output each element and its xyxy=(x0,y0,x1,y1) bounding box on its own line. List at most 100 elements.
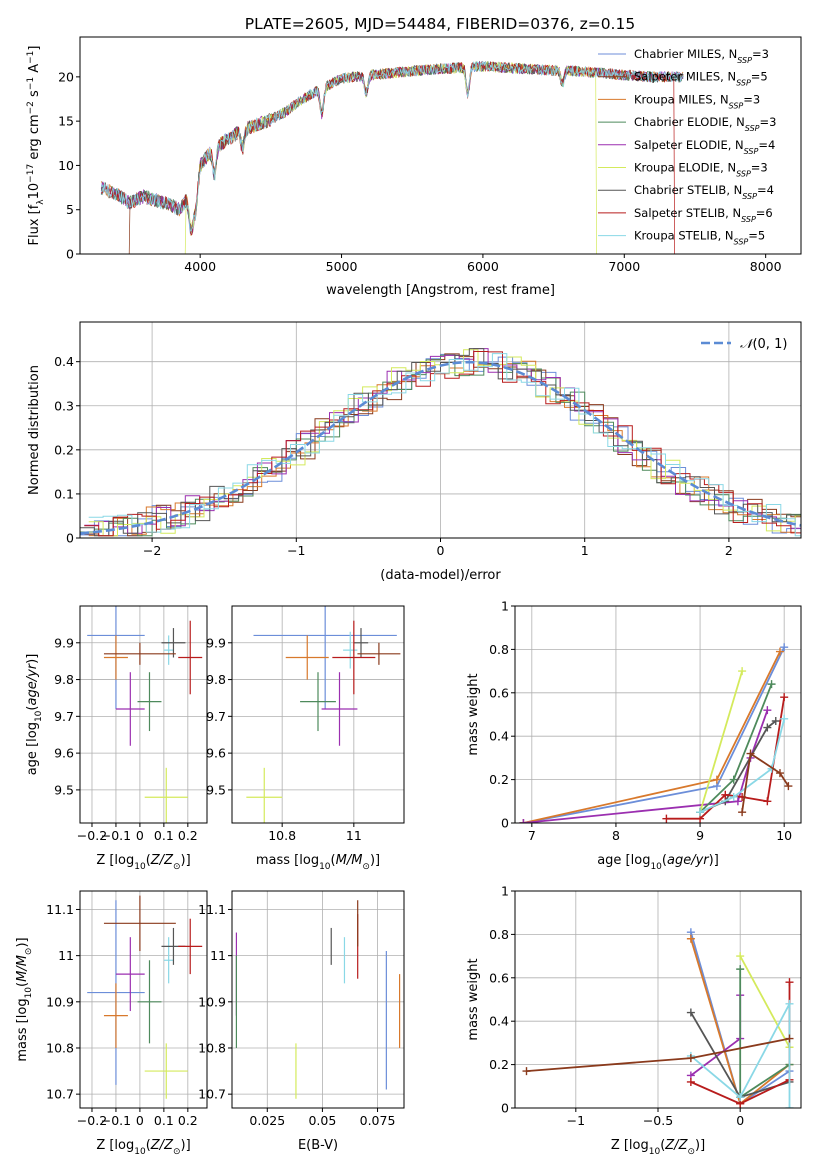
y-tick-label: 11 xyxy=(210,948,226,963)
errorbar-point xyxy=(103,983,128,1048)
errorbar-point xyxy=(253,606,397,709)
weight-marker xyxy=(785,999,794,1008)
legend-entry: Salpeter STELIB, NSSP=6 xyxy=(634,206,773,224)
legend-entry: Chabrier ELODIE, NSSP=3 xyxy=(634,115,776,133)
age-vs-mass-panel: 10.8 11 9.5 9.6 9.7 9.8 9.9 mass [log10(M/M⊙)] xyxy=(206,605,405,872)
y-tick-label: 10.8 xyxy=(198,1040,226,1055)
histogram-frame xyxy=(79,321,802,539)
y-axis-label: mass weight xyxy=(466,673,481,755)
histogram-steps xyxy=(80,348,801,537)
weight-marker xyxy=(785,1104,794,1108)
histogram-step-salpeter-miles xyxy=(84,353,801,537)
x-tick-label: 4000 xyxy=(184,259,216,274)
weight-marker xyxy=(738,667,747,676)
x-axis-label: mass [log10(M/M⊙)] xyxy=(256,853,380,872)
histogram-step-salpeter-stelib xyxy=(84,351,801,537)
weight-line xyxy=(523,709,769,823)
x-tick-label: 0.05 xyxy=(308,1113,336,1128)
y-tick-label: 0 xyxy=(66,531,74,546)
errorbar-point xyxy=(285,635,329,680)
x-tick-label: 8 xyxy=(612,828,620,843)
errorbar-point xyxy=(115,672,145,746)
y-axis-label: mass weight xyxy=(466,958,481,1040)
errorbar-point xyxy=(144,767,188,823)
weight-line xyxy=(690,995,742,1077)
weight-marker xyxy=(519,819,528,823)
x-tick-label: 1 xyxy=(581,543,589,558)
errorbar-point xyxy=(321,672,358,746)
x-tick-label: 0.1 xyxy=(154,1113,174,1128)
y-tick-label: 0.3 xyxy=(54,398,74,413)
x-tick-label: 0 xyxy=(736,1113,744,1128)
y-tick-label: 1 xyxy=(501,884,509,899)
y-tick-label: 0.4 xyxy=(489,1014,509,1029)
errorbar-point xyxy=(144,1043,188,1099)
y-axis-label: age [log10(age/yr)] xyxy=(25,654,44,776)
x-tick-label: 0 xyxy=(136,828,144,843)
errorbar-point xyxy=(115,937,145,1012)
x-tick-label: 0.2 xyxy=(178,1113,198,1128)
mass-weight-vs-age-panel: 7 8 9 10 0 0.2 0.4 0.6 0.8 1 age [log10(age/yr)] ma… xyxy=(466,599,802,872)
mass-vs-extinction-frame xyxy=(231,890,405,1109)
x-tick-label: 10 xyxy=(776,828,792,843)
y-tick-label: 10.7 xyxy=(46,1087,74,1102)
y-tick-label: 11.1 xyxy=(198,902,226,917)
x-tick-label: −0.2 xyxy=(77,828,107,843)
mass-weight-vs-metallicity-frame xyxy=(514,890,802,1109)
mass-weight-vs-age-lines xyxy=(519,643,793,823)
weight-marker xyxy=(729,792,738,801)
weight-marker xyxy=(763,797,772,806)
weight-marker xyxy=(738,808,747,817)
weight-marker xyxy=(763,723,772,732)
figure-title: PLATE=2605, MJD=54484, FIBERID=0376, z=0… xyxy=(245,15,635,33)
age-vs-metallicity-panel: −0.2−0.1 0 0.1 0.2 9.5 9.6 9.7 9.8 9.9 Z [log10(Z… xyxy=(25,605,208,872)
x-tick-label: 10.8 xyxy=(268,828,296,843)
histogram-step-chabrier-elodie xyxy=(80,354,801,537)
reference-legend-label: 𝒩(0, 1) xyxy=(740,337,787,352)
errorbar-point xyxy=(332,620,376,695)
y-tick-label: 9.5 xyxy=(54,782,74,797)
y-tick-label: 1 xyxy=(501,599,509,614)
legend-entry: Salpeter ELODIE, NSSP=4 xyxy=(634,138,775,156)
age-vs-metallicity-points xyxy=(87,606,203,823)
weight-marker xyxy=(729,775,738,784)
x-axis-label: E(B-V) xyxy=(298,1138,338,1153)
mass-weight-vs-metallicity-lines xyxy=(522,928,794,1108)
y-tick-label: 9.6 xyxy=(54,746,74,761)
x-tick-label: 11 xyxy=(346,828,362,843)
y-tick-label: 0.6 xyxy=(489,685,509,700)
errorbar-point xyxy=(137,960,162,1044)
errorbar-point xyxy=(103,635,128,680)
x-tick-label: 0.1 xyxy=(154,828,174,843)
x-tick-label: −0.5 xyxy=(643,1113,673,1128)
weight-line xyxy=(690,1003,791,1108)
errorbar-point xyxy=(357,642,401,665)
x-axis-label: wavelength [Angstrom, rest frame] xyxy=(326,283,555,298)
spectrum-line-kroupa-stelib xyxy=(100,61,684,232)
y-tick-label: 9.7 xyxy=(206,709,226,724)
x-tick-label: −0.2 xyxy=(77,1113,107,1128)
y-tick-label: 0.8 xyxy=(489,927,509,942)
y-tick-label: 9.9 xyxy=(206,635,226,650)
x-tick-label: 8000 xyxy=(750,259,782,274)
weight-marker xyxy=(736,952,745,961)
errorbar-point xyxy=(161,628,186,658)
y-tick-label: 9.8 xyxy=(206,672,226,687)
weight-line xyxy=(699,670,743,813)
weight-marker xyxy=(721,790,730,799)
x-tick-label: −0.1 xyxy=(101,1113,131,1128)
mass-vs-metallicity-panel: −0.2−0.1 0 0.1 0.2 10.7 10.8 10.9 11 11.1 Z [log1… xyxy=(15,890,208,1157)
errorbar-point xyxy=(178,620,203,695)
y-tick-label: 9.9 xyxy=(54,635,74,650)
x-tick-label: 0.025 xyxy=(249,1113,285,1128)
y-tick-label: 9.6 xyxy=(206,746,226,761)
weight-marker xyxy=(775,647,784,656)
y-tick-label: 10.9 xyxy=(198,994,226,1009)
y-tick-label: 10.8 xyxy=(46,1040,74,1055)
weight-marker xyxy=(712,775,721,784)
y-tick-label: 0.1 xyxy=(54,486,74,501)
weight-line xyxy=(739,955,791,1048)
y-tick-label: 9.8 xyxy=(54,672,74,687)
weight-marker xyxy=(775,769,784,778)
